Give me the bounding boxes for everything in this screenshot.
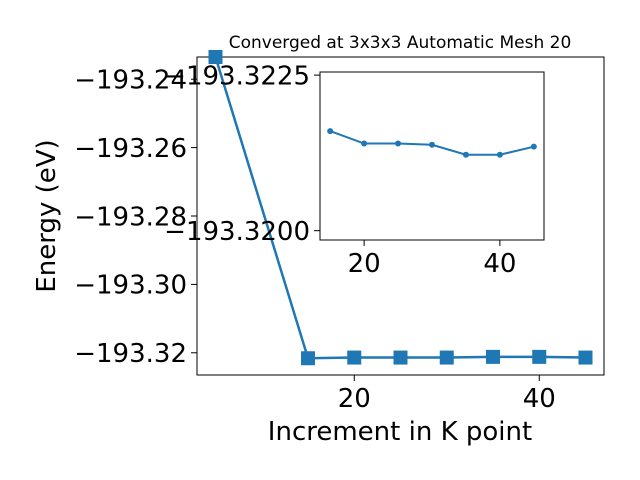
main-y-tick-label: −193.30 [74, 271, 187, 301]
inset-x-ticks: 20 40 [348, 240, 516, 279]
inset-data-point [429, 141, 435, 148]
main-data-point [393, 350, 408, 365]
main-data-point [439, 350, 454, 365]
main-data-point [486, 349, 500, 364]
main-series [208, 50, 593, 366]
main-y-tick-label: −193.24 [74, 66, 187, 96]
inset-x-tick-label: 40 [483, 249, 516, 279]
main-x-tick-label: 20 [338, 384, 371, 414]
inset-plot: 20 40 −193.3225−193.3200 [164, 61, 545, 279]
inset-data-point [395, 140, 402, 147]
inset-y-tick-label: −193.3200 [164, 217, 310, 247]
inset-data-point [530, 143, 537, 150]
main-x-ticks: 20 40 [338, 375, 556, 414]
main-plot: Converged at 3x3x3 Automatic Mesh 20 Inc… [32, 33, 605, 447]
inset-data-point [327, 128, 334, 135]
x-axis-label: Increment in K point [268, 417, 532, 447]
main-data-point [347, 350, 362, 365]
inset-data-point [462, 151, 469, 158]
main-y-ticks: −193.24 −193.26 −193.28 −193.30 −193.32 [74, 66, 197, 369]
inset-series [327, 128, 537, 158]
main-data-point [532, 349, 547, 364]
main-data-point [578, 350, 593, 365]
chart-title: Converged at 3x3x3 Automatic Mesh 20 [229, 33, 572, 53]
inset-x-tick-label: 20 [348, 249, 381, 279]
main-y-tick-label: −193.28 [74, 202, 187, 232]
main-y-tick-label: −193.26 [74, 134, 187, 164]
y-axis-label: Energy (eV) [32, 139, 62, 292]
inset-y-ticks: −193.3225 −193.3200 [164, 61, 320, 247]
main-y-tick-label: −193.32 [74, 339, 187, 369]
main-data-point [208, 50, 223, 64]
main-data-point [301, 351, 315, 366]
inset-axes-frame [319, 71, 545, 241]
main-series-line [214, 56, 586, 360]
main-x-tick-label: 40 [523, 384, 556, 414]
inset-y-tick-label: −193.3225 [164, 61, 310, 91]
inset-data-point [496, 151, 503, 158]
inset-data-point [361, 140, 368, 147]
